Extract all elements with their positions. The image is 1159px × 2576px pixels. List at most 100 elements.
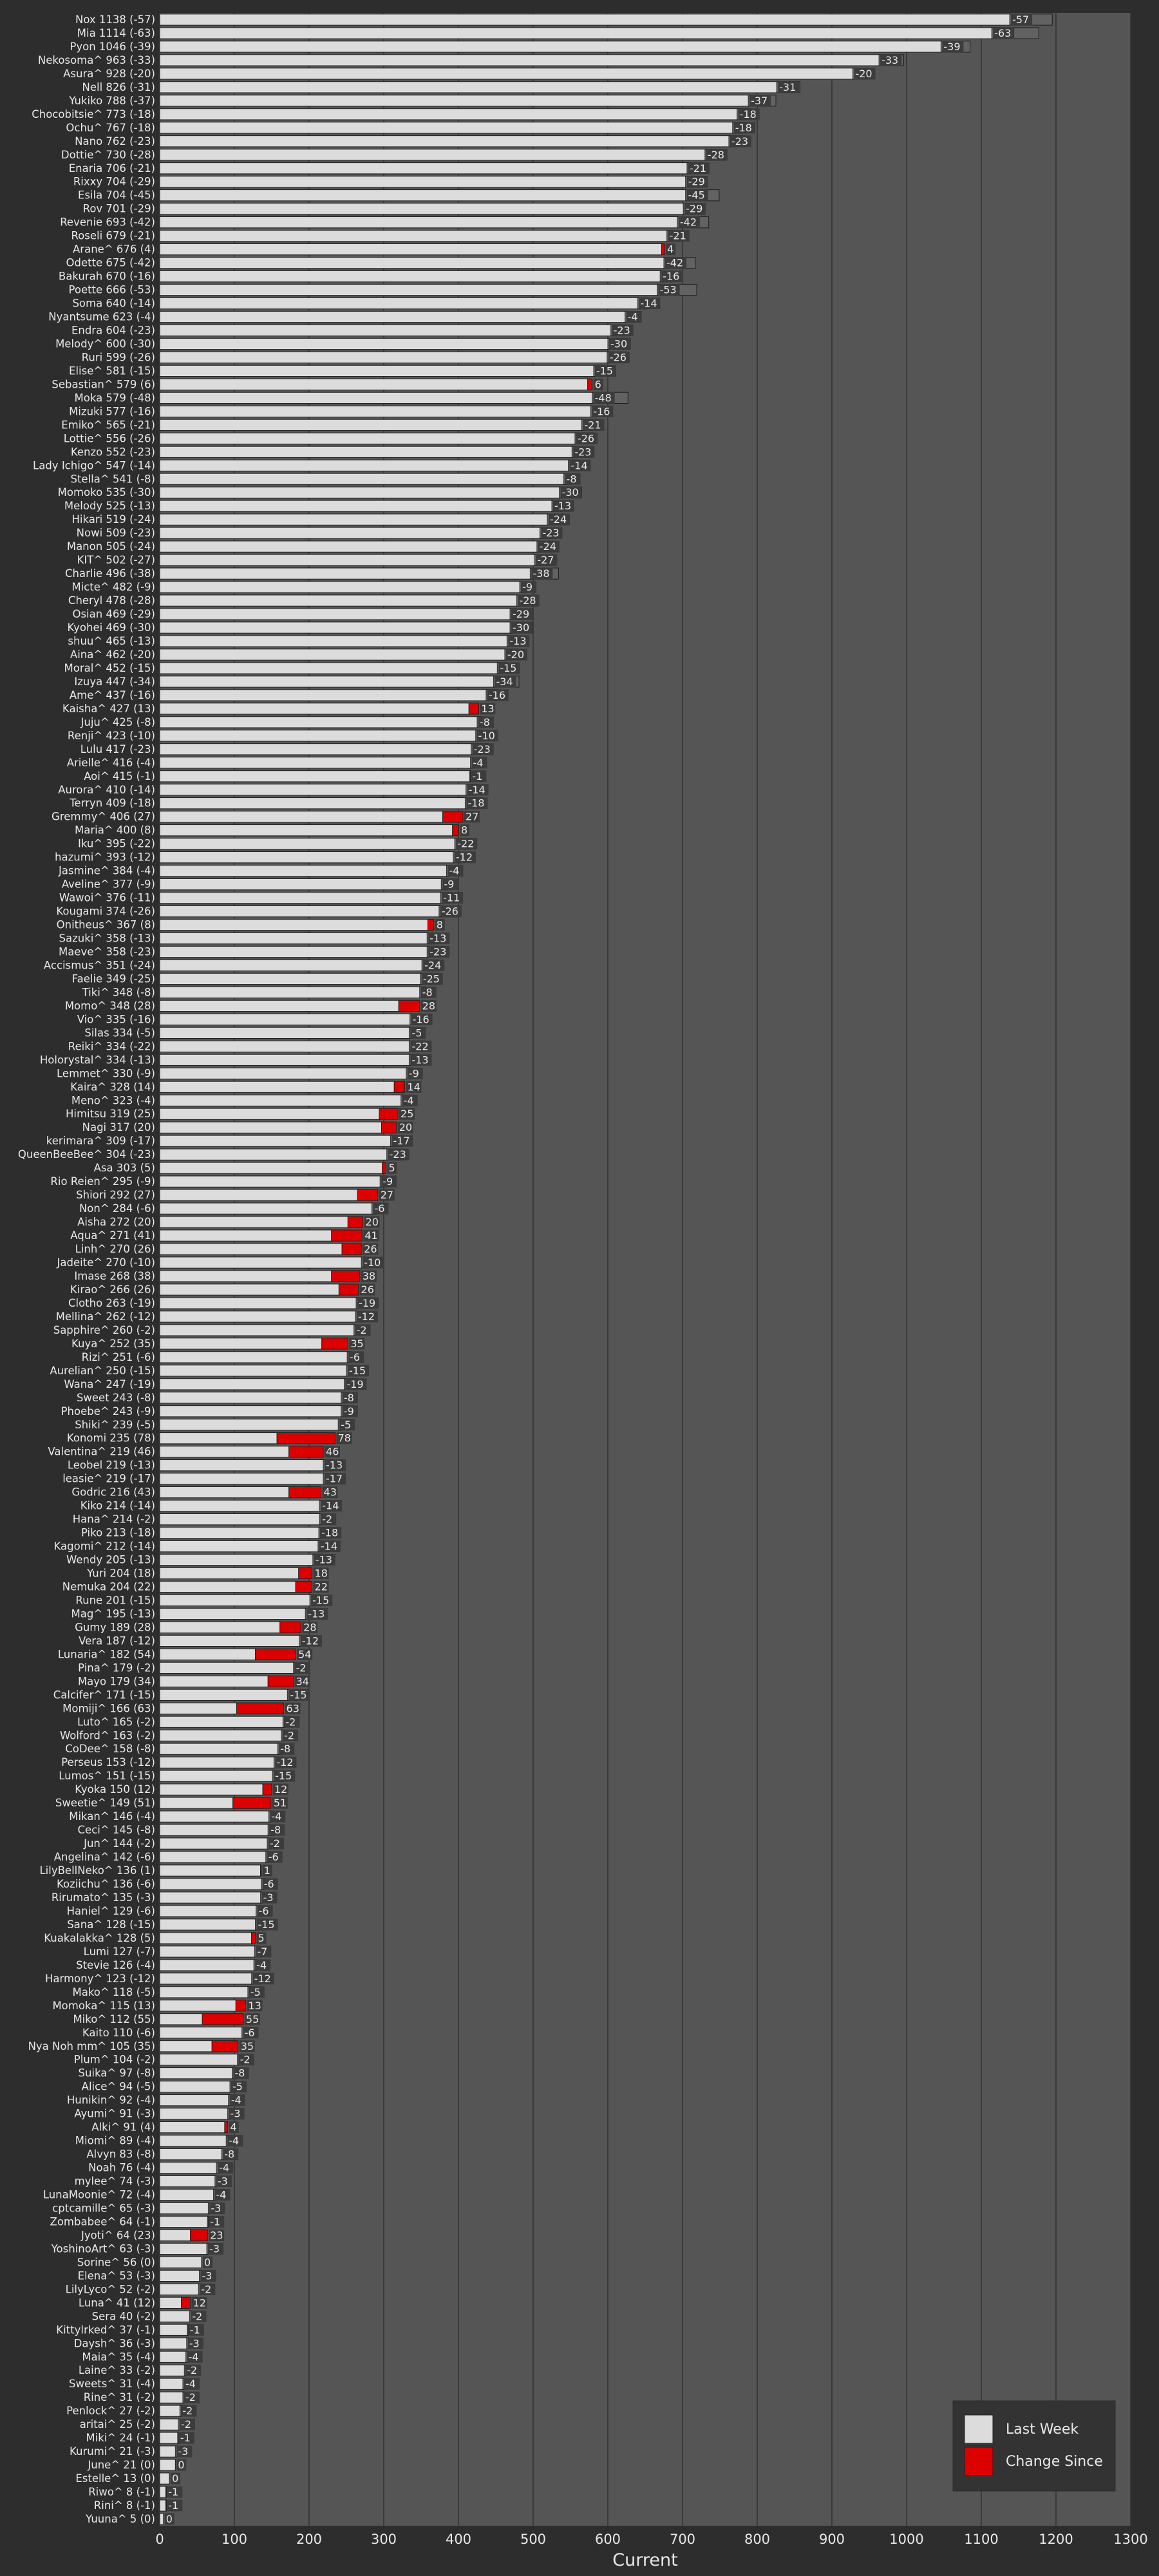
bar-label-bg [191,2310,207,2322]
bar-last-week [159,2256,202,2269]
bar-last-week [159,905,459,918]
bar-label-bg [476,730,498,742]
category-label: Vera 187 (-12) [79,1634,155,1647]
bar-label-bg [407,1067,423,1079]
bar-value-label: -19 [347,1378,364,1390]
bar-last-week [159,527,558,539]
bar-last-week [159,135,747,147]
bar-value-label: -9 [344,1405,354,1417]
bar-label-bg [435,919,445,931]
bar-value-label: -14 [469,784,485,796]
bar-value-label: -6 [374,1202,384,1215]
bar-last-week [159,1634,309,1647]
bar-label-bg [665,257,686,269]
bar-label-bg [410,1040,432,1052]
bar-value-label: 12 [193,2297,206,2309]
bar-last-week [159,567,559,580]
bar-label-bg [164,2513,174,2525]
bar-change-since [468,703,479,715]
bar-last-week [159,1973,261,1985]
bar-last-week [159,1419,343,1431]
category-label: CoDee^ 158 (-8) [65,1743,155,1755]
bar-value-label: 23 [210,2229,223,2241]
bar-label-bg [454,851,476,864]
category-label: Aqua^ 271 (41) [70,1229,155,1242]
x-tick-label: 300 [371,2532,397,2547]
category-label: Aisha 272 (20) [77,1216,155,1228]
bar-change-since [452,824,459,837]
bar-last-week [159,743,489,755]
bar-last-week [159,81,800,93]
category-label: Jun^ 144 (-2) [83,1837,155,1850]
bar-label-bg [495,676,516,688]
bar-value-label: -13 [308,1607,325,1620]
bar-label-bg [569,459,591,471]
bar-change-since [184,2364,187,2376]
bar-last-week [159,1567,299,1580]
category-label: LunaMoonie^ 72 (-4) [43,2189,155,2201]
bar-label-bg [336,1432,352,1444]
bar-last-week [159,1580,296,1593]
bar-value-label: -8 [270,1824,281,1836]
bar-label-bg [218,2162,234,2174]
bar-last-week [159,1851,271,1863]
bar-value-label: -23 [614,324,630,336]
plot-area [160,13,1131,2526]
bar-last-week [159,392,628,404]
bar-value-label: -15 [290,1689,306,1701]
bar-label-bg [472,743,494,755]
bar-value-label: -29 [688,176,705,188]
bar-value-label: 27 [466,811,478,823]
bar-label-bg [325,1459,346,1472]
category-label: Mia 1114 (-63) [77,27,155,39]
bar-value-label: -4 [189,2351,199,2363]
legend-swatch [964,2414,994,2444]
bar-label-bg [678,216,700,229]
category-label: Haniel^ 129 (-6) [67,1905,155,1917]
bar-label-bg [227,2135,243,2147]
category-label: Suika^ 97 (-8) [78,2067,155,2079]
category-label: Momoka^ 115 (13) [52,2000,155,2012]
bar-value-label: -4 [216,2189,227,2201]
bar-last-week [159,972,440,985]
bar-value-label: -26 [578,432,594,444]
category-label: kerimara^ 309 (-17) [46,1135,155,1147]
bar-value-label: -22 [411,1040,428,1052]
bar-change-since [279,1621,301,1634]
category-label: Momoko 535 (-30) [58,486,155,498]
bar-label-bg [313,1580,329,1593]
bar-value-label: -2 [182,2405,193,2417]
category-label: Shiori 292 (27) [76,1189,155,1201]
category-label: Yukiko 788 (-37) [68,95,155,107]
bar-label-bg [325,1446,341,1458]
bar-label-bg [361,1270,377,1282]
category-label: Bakurah 670 (-16) [59,270,155,283]
category-label: Harmony^ 123 (-12) [45,1973,155,1985]
bar-last-week [159,2094,232,2107]
bar-last-week [159,378,589,391]
bar-label-bg [684,203,706,215]
category-label: Accismus^ 351 (-24) [44,959,155,971]
bar-value-label: -12 [302,1634,319,1647]
category-label: Rio Reien^ 295 (-9) [50,1175,155,1188]
category-label: Charlie 496 (-38) [65,567,155,580]
bar-last-week [159,1702,237,1714]
bar-label-bg [364,1216,380,1228]
bar-label-bg [880,54,902,66]
bar-label-bg [411,1013,433,1025]
bar-value-label: -28 [708,149,724,161]
bar-value-label: -9 [382,1175,393,1188]
bar-change-since [202,2013,244,2025]
bar-value-label: 26 [361,1283,374,1296]
bar-value-label: -12 [358,1311,375,1323]
bar-last-week [159,2283,201,2295]
bar-last-week [159,310,628,323]
bar-last-week [159,1067,413,1079]
bar-change-since [198,2283,201,2295]
category-label: Lady Ichigo^ 547 (-14) [33,459,155,471]
bar-last-week [159,2121,225,2134]
bar-value-label: -13 [509,635,526,647]
category-label: Revenie 693 (-42) [60,216,155,229]
bar-label-bg [294,1662,310,1674]
bar-value-label: -1 [190,2324,200,2336]
